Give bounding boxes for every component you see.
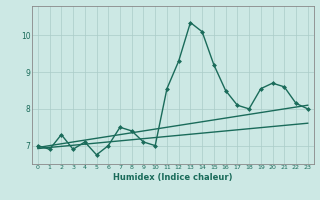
X-axis label: Humidex (Indice chaleur): Humidex (Indice chaleur) [113,173,233,182]
